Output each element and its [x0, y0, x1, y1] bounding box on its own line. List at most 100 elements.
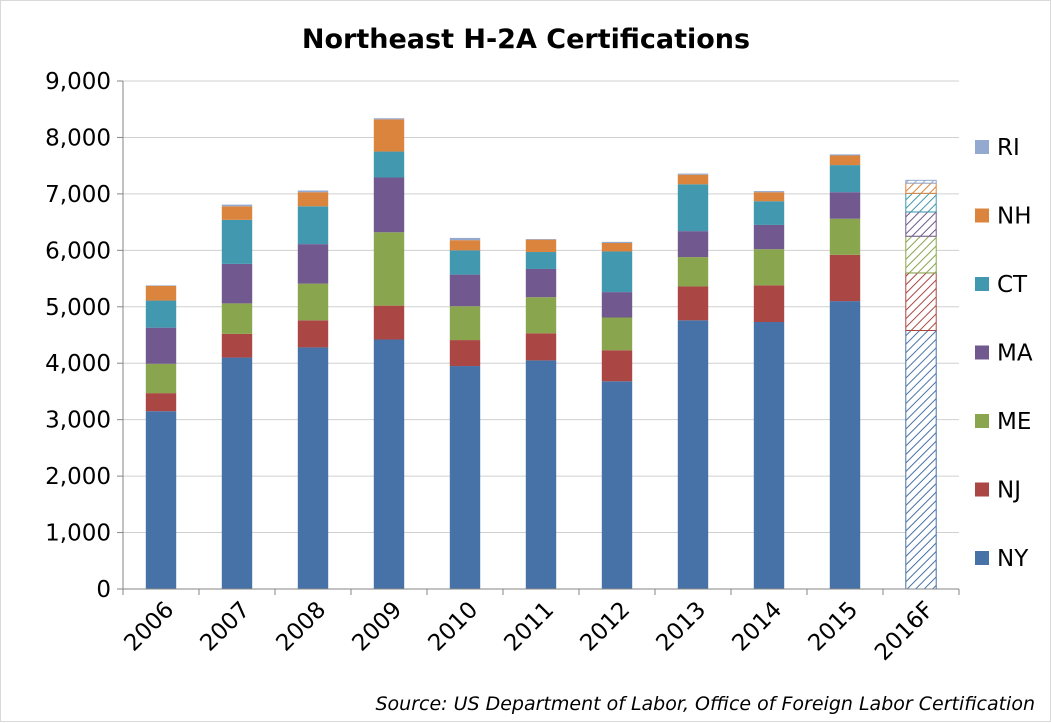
bar-nh-2007 — [221, 206, 253, 220]
bar-ma-2006 — [145, 327, 177, 364]
bar-nj-2010 — [449, 340, 481, 367]
legend-label-nh: NH — [997, 204, 1032, 230]
y-tick-label: 4,000 — [45, 351, 111, 377]
bar-ny-2016f — [905, 329, 937, 590]
y-tick-label: 6,000 — [45, 238, 111, 264]
bar-ny-2009 — [373, 339, 405, 589]
bar-nj-2009 — [373, 305, 405, 340]
bar-ct-2009 — [373, 151, 405, 178]
legend-swatch-ri — [975, 140, 989, 154]
bar-ri-2014 — [753, 191, 785, 193]
bar-ny-2006 — [145, 411, 177, 589]
bar-ri-2006 — [145, 285, 177, 286]
bar-nj-2012 — [601, 350, 633, 382]
y-tick-label: 5,000 — [45, 295, 111, 321]
bar-ny-2015 — [829, 301, 861, 589]
y-tick-label: 7,000 — [45, 182, 111, 208]
bar-ri-2011 — [525, 239, 557, 240]
bar-ma-2009 — [373, 177, 405, 233]
bar-ri-2010 — [449, 237, 481, 241]
bar-nj-2015 — [829, 254, 861, 302]
bar-nh-2010 — [449, 240, 481, 251]
bar-ma-2015 — [829, 192, 861, 219]
legend-label-nj: NJ — [997, 478, 1021, 504]
bar-ct-2013 — [677, 184, 709, 232]
y-tick-label: 8,000 — [45, 125, 111, 151]
bar-nh-2013 — [677, 174, 709, 185]
bar-ny-2014 — [753, 322, 785, 589]
legend-swatch-ma — [975, 345, 989, 360]
bar-ct-2008 — [297, 206, 329, 245]
x-tick-label: 2013 — [651, 597, 711, 657]
bar-nj-2006 — [145, 393, 177, 412]
bar-me-2012 — [601, 317, 633, 351]
x-tick-label: 2016F — [870, 597, 939, 666]
bar-nh-2008 — [297, 192, 329, 207]
bar-nj-2013 — [677, 286, 709, 321]
y-tick-label: 9,000 — [45, 69, 111, 95]
legend-label-ny: NY — [997, 546, 1029, 572]
bar-ma-2012 — [601, 292, 633, 318]
x-tick-label: 2011 — [499, 597, 559, 657]
bar-ri-2008 — [297, 190, 329, 193]
bar-me-2011 — [525, 297, 557, 334]
legend: RI NH CT MA ME NJ NY — [975, 135, 1033, 572]
bar-ct-2011 — [525, 252, 557, 269]
bar-ma-2016f — [905, 211, 937, 237]
bar-ct-2016f — [905, 192, 937, 213]
x-tick-label: 2007 — [195, 597, 255, 657]
bar-ct-2006 — [145, 300, 177, 328]
x-axis: 2006 2007 2008 2009 2010 2011 2012 2013 2014 2015… — [119, 588, 960, 666]
bar-ri-2016f — [905, 179, 937, 184]
bar-ma-2010 — [449, 274, 481, 307]
bar-nj-2011 — [525, 333, 557, 361]
legend-swatch-me — [975, 414, 989, 428]
legend-swatch-ny — [975, 551, 989, 565]
bar-ri-2012 — [601, 241, 633, 243]
x-tick-label: 2009 — [347, 597, 407, 657]
y-tick-label: 3,000 — [45, 408, 111, 434]
bar-ma-2011 — [525, 268, 557, 298]
bar-ny-2007 — [221, 357, 253, 589]
bar-ny-2008 — [297, 347, 329, 589]
bar-nh-2014 — [753, 192, 785, 202]
bar-me-2006 — [145, 363, 177, 394]
bar-ny-2011 — [525, 360, 557, 589]
x-tick-label: 2012 — [575, 597, 635, 657]
bar-ct-2012 — [601, 251, 633, 293]
chart-title: Northeast H-2A Certifications — [302, 24, 750, 55]
bar-ri-2007 — [221, 204, 253, 207]
legend-label-me: ME — [997, 409, 1031, 435]
bar-me-2013 — [677, 257, 709, 287]
bar-nh-2012 — [601, 242, 633, 252]
source-note: Source: US Department of Labor, Office o… — [375, 693, 1035, 715]
y-tick-label: 0 — [96, 577, 111, 603]
bar-nh-2011 — [525, 239, 557, 253]
legend-swatch-nh — [975, 208, 989, 223]
bar-me-2015 — [829, 218, 861, 255]
bars — [145, 118, 937, 590]
bar-nj-2007 — [221, 333, 253, 358]
bar-ri-2013 — [677, 173, 709, 175]
bar-ct-2015 — [829, 165, 861, 193]
bar-ct-2010 — [449, 250, 481, 275]
bar-ri-2009 — [373, 118, 405, 120]
bar-nh-2009 — [373, 119, 405, 152]
x-tick-label: 2015 — [803, 597, 863, 657]
bar-me-2008 — [297, 283, 329, 321]
x-tick-label: 2014 — [727, 597, 787, 657]
x-tick-label: 2010 — [423, 597, 483, 657]
bar-me-2007 — [221, 303, 253, 334]
bar-nh-2016f — [905, 182, 937, 194]
bar-me-2014 — [753, 249, 785, 286]
legend-swatch-nj — [975, 482, 989, 497]
x-tick-label: 2006 — [119, 597, 179, 657]
bar-ny-2010 — [449, 366, 481, 589]
bar-me-2016f — [905, 235, 937, 274]
bar-ny-2012 — [601, 381, 633, 589]
bar-nh-2015 — [829, 155, 861, 166]
bar-nj-2014 — [753, 285, 785, 323]
bar-me-2009 — [373, 232, 405, 306]
legend-label-ct: CT — [997, 272, 1028, 298]
